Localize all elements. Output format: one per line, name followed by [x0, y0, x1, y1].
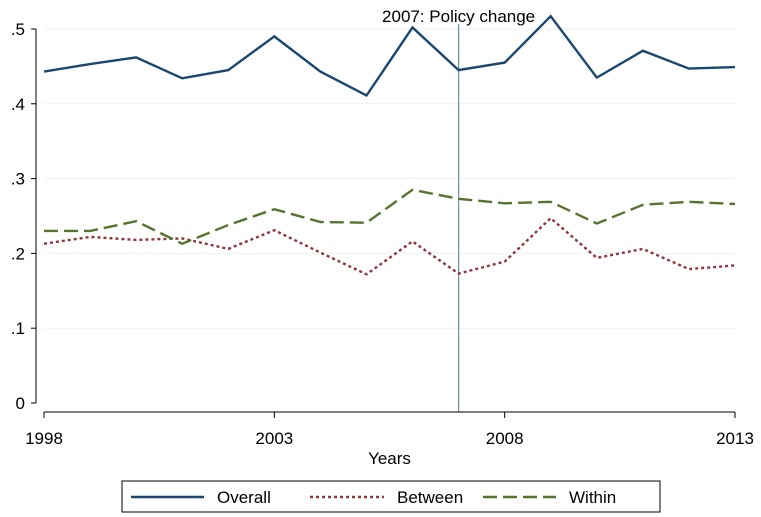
legend: Overall Between Within	[121, 480, 661, 513]
legend-label-within: Within	[569, 488, 616, 507]
axes: 0 .1 .2 .3 .4 .5 1998 2003 2008 2013	[11, 20, 754, 448]
y-tick-label: 0	[16, 394, 25, 413]
x-tick-label: 2013	[716, 429, 754, 448]
y-tick-label: .3	[11, 170, 25, 189]
x-tick-label: 2003	[255, 429, 293, 448]
y-tick-label: .1	[11, 319, 25, 338]
y-tick-label: .2	[11, 244, 25, 263]
y-tick-label: .4	[11, 95, 25, 114]
policy-change-marker: 2007: Policy change	[382, 7, 535, 412]
legend-box	[121, 480, 661, 513]
series-line-overall	[43, 14, 736, 98]
gridlines	[44, 28, 735, 329]
legend-label-between: Between	[397, 488, 463, 507]
series-line-between	[43, 216, 736, 276]
policy-change-label: 2007: Policy change	[382, 7, 535, 26]
y-tick-label: .5	[11, 20, 25, 39]
series-line-within	[44, 188, 736, 246]
series-lines	[43, 14, 736, 276]
x-axis-title: Years	[368, 449, 411, 468]
x-tick-label: 2008	[486, 429, 524, 448]
x-tick-label: 1998	[25, 429, 63, 448]
legend-label-overall: Overall	[217, 488, 271, 507]
